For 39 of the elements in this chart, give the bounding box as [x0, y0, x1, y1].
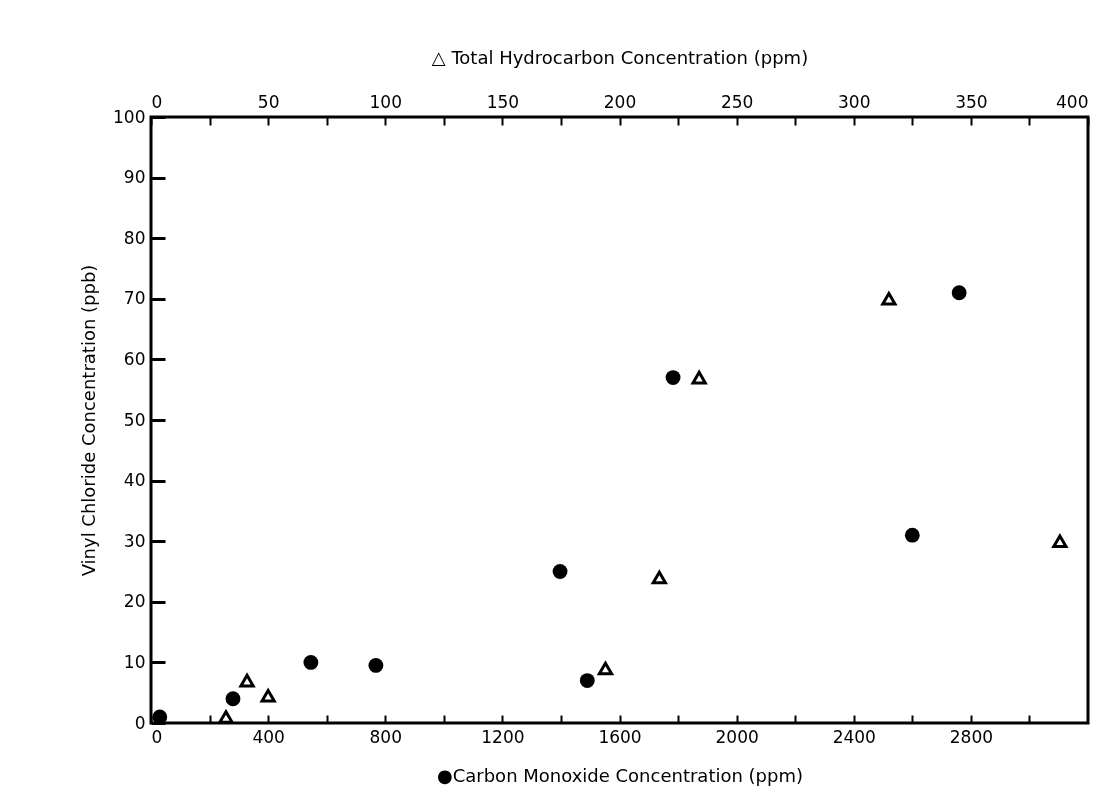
x2-tick-label: 100	[369, 91, 402, 112]
y-tick-label: 40	[123, 470, 146, 491]
x-tick-label: 0	[151, 726, 163, 747]
x2-tick-label: 350	[955, 91, 988, 112]
point	[303, 655, 319, 670]
x-tick-label: 1200	[481, 726, 525, 747]
x-tick-label: 2000	[715, 726, 759, 747]
x2-tick-label: 0	[151, 91, 163, 112]
x2-tick-label: 250	[720, 91, 754, 112]
x-tick-label: 800	[369, 726, 402, 747]
x-axis-title: ●Carbon Monoxide Concentration (ppm)	[436, 764, 804, 786]
y-tick-label: 100	[113, 106, 146, 127]
y-tick-label: 0	[134, 712, 146, 733]
y-tick-label: 30	[123, 530, 146, 551]
point	[368, 658, 384, 673]
x-tick-label: 2400	[832, 726, 876, 747]
y-tick-label: 80	[123, 227, 146, 248]
x2-tick-label: 200	[603, 91, 637, 112]
x-tick-label: 400	[252, 726, 285, 747]
point	[904, 527, 920, 543]
point	[579, 673, 595, 688]
y-tick-label: 90	[123, 167, 146, 188]
y-tick-label: 50	[123, 409, 146, 430]
x2-tick-label: 150	[486, 91, 520, 112]
x2-tick-label: 400	[1056, 91, 1089, 112]
y-tick-label: 60	[123, 348, 146, 369]
x2-axis-title: △ Total Hydrocarbon Concentration (ppm)	[431, 46, 809, 68]
y-axis-title: Vinyl Chloride Concentration (ppb)	[78, 264, 100, 577]
x2-tick-label: 300	[838, 91, 871, 112]
y-tick-label: 10	[123, 651, 146, 672]
point	[552, 564, 568, 579]
point	[665, 370, 681, 385]
x-tick-label: 1600	[598, 726, 642, 747]
y-tick-label: 70	[123, 288, 146, 309]
point	[225, 691, 241, 707]
x2-tick-label: 50	[257, 91, 280, 112]
x-tick-label: 2800	[949, 726, 994, 747]
y-tick-label: 20	[123, 591, 146, 612]
point	[951, 285, 967, 301]
